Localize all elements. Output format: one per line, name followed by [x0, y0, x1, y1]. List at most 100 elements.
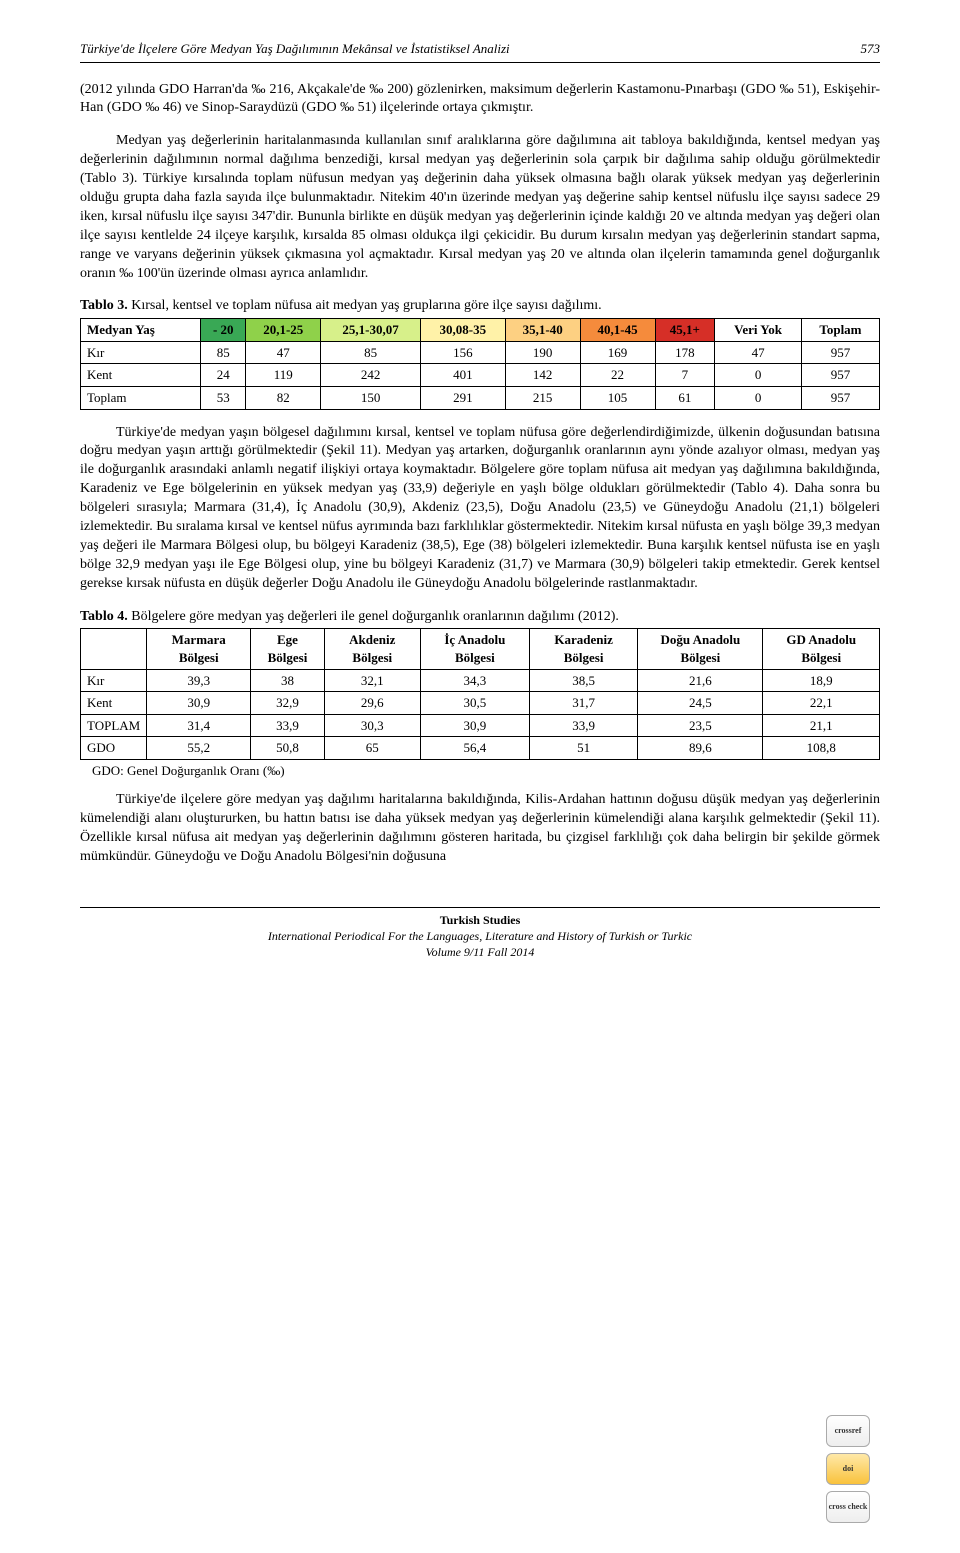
table-row: Kır39,33832,134,338,521,618,9: [81, 669, 880, 692]
table4-cell: 29,6: [324, 692, 420, 715]
table3-cell: 401: [420, 364, 505, 387]
table3-cell: 190: [505, 341, 580, 364]
page-number: 573: [861, 40, 881, 58]
footer-journal-subtitle: International Periodical For the Languag…: [80, 928, 880, 944]
table4-cell: 55,2: [147, 737, 251, 760]
table4: Marmara BölgesiEge BölgesiAkdeniz Bölges…: [80, 628, 880, 759]
table4-cell: 51: [529, 737, 637, 760]
table3-col-header: 35,1-40: [505, 319, 580, 342]
table4-cell: 108,8: [763, 737, 880, 760]
table4-cell: 30,9: [147, 692, 251, 715]
table3-cell: 7: [655, 364, 715, 387]
table-row: GDO55,250,86556,45189,6108,8: [81, 737, 880, 760]
table4-cell: 38: [251, 669, 324, 692]
header-rule: [80, 62, 880, 63]
table3-head-left: Medyan Yaş: [81, 319, 201, 342]
table3-cell: 0: [715, 386, 802, 409]
table3-cell: 85: [201, 341, 246, 364]
table-row: Kent241192424011422270957: [81, 364, 880, 387]
footer-volume: Volume 9/11 Fall 2014: [80, 944, 880, 960]
paragraph: (2012 yılında GDO Harran'da ‰ 216, Akçak…: [80, 81, 880, 119]
table3-caption-text: Kırsal, kentsel ve toplam nüfusa ait med…: [128, 298, 602, 313]
table4-row-label: Kent: [81, 692, 147, 715]
table-row: TOPLAM31,433,930,330,933,923,521,1: [81, 714, 880, 737]
table4-cell: 39,3: [147, 669, 251, 692]
table3-cell: 0: [715, 364, 802, 387]
table3-cell: 24: [201, 364, 246, 387]
table3-cell: 957: [801, 341, 879, 364]
table3-cell: 22: [580, 364, 655, 387]
table4-col-header: Karadeniz Bölgesi: [529, 629, 637, 669]
table3-cell: 82: [246, 386, 321, 409]
table4-cell: 33,9: [251, 714, 324, 737]
table4-row-label: TOPLAM: [81, 714, 147, 737]
table4-cell: 30,3: [324, 714, 420, 737]
table3-cell: 47: [715, 341, 802, 364]
table4-col-header: Doğu Anadolu Bölgesi: [638, 629, 763, 669]
table-row: Toplam5382150291215105610957: [81, 386, 880, 409]
table3-row-label: Toplam: [81, 386, 201, 409]
table4-cell: 24,5: [638, 692, 763, 715]
table4-cell: 32,1: [324, 669, 420, 692]
table3-col-header: 40,1-45: [580, 319, 655, 342]
table4-row-label: GDO: [81, 737, 147, 760]
running-title: Türkiye'de İlçelere Göre Medyan Yaş Dağı…: [80, 40, 510, 58]
table4-cell: 56,4: [420, 737, 529, 760]
table3-cell: 119: [246, 364, 321, 387]
table3-cell: 53: [201, 386, 246, 409]
table3-cell: 105: [580, 386, 655, 409]
table-row: Kır85478515619016917847957: [81, 341, 880, 364]
table4-note: GDO: Genel Doğurganlık Oranı (‰): [92, 762, 880, 780]
table3-label: Tablo 3.: [80, 298, 128, 313]
table3-caption: Tablo 3. Kırsal, kentsel ve toplam nüfus…: [80, 297, 880, 316]
table4-caption-text: Bölgelere göre medyan yaş değerleri ile …: [128, 609, 619, 624]
doi-badge: doi: [826, 1453, 870, 1485]
table3-col-header: - 20: [201, 319, 246, 342]
table4-cell: 30,9: [420, 714, 529, 737]
table4-cell: 65: [324, 737, 420, 760]
table3-cell: 957: [801, 386, 879, 409]
table3-row-label: Kent: [81, 364, 201, 387]
paragraph: Medyan yaş değerlerinin haritalanmasında…: [80, 132, 880, 283]
table3-cell: 215: [505, 386, 580, 409]
table3-cell: 242: [321, 364, 421, 387]
table4-col-header: İç Anadolu Bölgesi: [420, 629, 529, 669]
table3-col-header: 25,1-30,07: [321, 319, 421, 342]
table3-col-header: 30,08-35: [420, 319, 505, 342]
table-row: Kent30,932,929,630,531,724,522,1: [81, 692, 880, 715]
table4-cell: 32,9: [251, 692, 324, 715]
table4-cell: 18,9: [763, 669, 880, 692]
footer-journal-name: Turkish Studies: [80, 912, 880, 928]
table4-cell: 30,5: [420, 692, 529, 715]
table4-cell: 31,4: [147, 714, 251, 737]
table3-cell: 156: [420, 341, 505, 364]
table3-col-header: Toplam: [801, 319, 879, 342]
table3-cell: 291: [420, 386, 505, 409]
table4-col-header: Akdeniz Bölgesi: [324, 629, 420, 669]
table4-col-header: Ege Bölgesi: [251, 629, 324, 669]
badge-stack: crossref doi cross check: [826, 1415, 870, 1523]
crosscheck-badge: cross check: [826, 1491, 870, 1523]
table4-cell: 22,1: [763, 692, 880, 715]
table3-cell: 47: [246, 341, 321, 364]
table4-cell: 21,6: [638, 669, 763, 692]
paragraph: Türkiye'de ilçelere göre medyan yaş dağı…: [80, 791, 880, 867]
table3-cell: 142: [505, 364, 580, 387]
table4-col-header: GD Anadolu Bölgesi: [763, 629, 880, 669]
page-footer: Turkish Studies International Periodical…: [80, 907, 880, 961]
table4-cell: 34,3: [420, 669, 529, 692]
table3-cell: 957: [801, 364, 879, 387]
crossref-badge: crossref: [826, 1415, 870, 1447]
table4-cell: 31,7: [529, 692, 637, 715]
table3-cell: 61: [655, 386, 715, 409]
table4-cell: 89,6: [638, 737, 763, 760]
table3-cell: 85: [321, 341, 421, 364]
table4-cell: 23,5: [638, 714, 763, 737]
table3-col-header: 45,1+: [655, 319, 715, 342]
table3-col-header: Veri Yok: [715, 319, 802, 342]
table3-cell: 169: [580, 341, 655, 364]
table4-row-label: Kır: [81, 669, 147, 692]
table4-col-header: Marmara Bölgesi: [147, 629, 251, 669]
table3-row-label: Kır: [81, 341, 201, 364]
paragraph: Türkiye'de medyan yaşın bölgesel dağılım…: [80, 424, 880, 594]
